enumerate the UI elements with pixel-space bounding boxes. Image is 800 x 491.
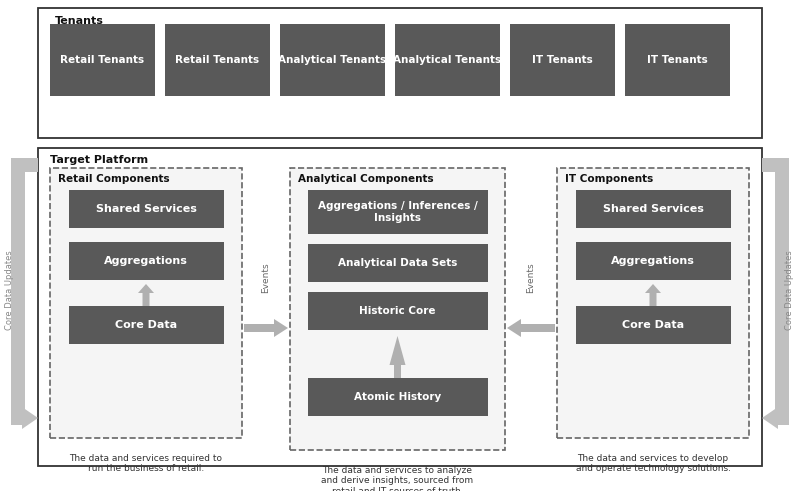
Text: Retail Components: Retail Components xyxy=(58,174,170,184)
Bar xyxy=(280,24,385,96)
Polygon shape xyxy=(762,407,789,429)
Text: The data and services to analyze
and derive insights, sourced from
retail and IT: The data and services to analyze and der… xyxy=(322,466,474,491)
Text: Core Data: Core Data xyxy=(622,320,684,330)
Bar xyxy=(11,158,25,425)
Polygon shape xyxy=(244,319,288,337)
Bar xyxy=(775,158,789,425)
Bar xyxy=(165,24,270,96)
Bar xyxy=(510,24,615,96)
Text: IT Components: IT Components xyxy=(565,174,654,184)
Bar xyxy=(50,24,155,96)
Text: Analytical Tenants: Analytical Tenants xyxy=(278,55,386,65)
Bar xyxy=(11,158,38,172)
Polygon shape xyxy=(11,407,38,429)
Bar xyxy=(38,8,762,138)
Text: Shared Services: Shared Services xyxy=(602,204,703,214)
Text: Aggregations: Aggregations xyxy=(104,256,188,266)
Text: Tenants: Tenants xyxy=(55,16,104,26)
Text: Retail Tenants: Retail Tenants xyxy=(61,55,145,65)
Bar xyxy=(625,24,730,96)
Bar xyxy=(395,24,500,96)
Polygon shape xyxy=(507,319,555,337)
Text: Aggregations / Inferences /
Insights: Aggregations / Inferences / Insights xyxy=(318,201,478,223)
Text: The data and services to develop
and operate technology solutions.: The data and services to develop and ope… xyxy=(575,454,730,473)
Bar xyxy=(762,158,789,172)
Polygon shape xyxy=(390,336,406,378)
Bar xyxy=(69,242,223,280)
Text: Events: Events xyxy=(262,263,270,293)
Text: Atomic History: Atomic History xyxy=(354,392,441,402)
Text: Core Data Updates: Core Data Updates xyxy=(6,250,14,330)
Text: Analytical Components: Analytical Components xyxy=(298,174,434,184)
Text: Shared Services: Shared Services xyxy=(95,204,197,214)
Bar xyxy=(38,148,762,466)
Bar xyxy=(290,168,505,450)
Text: Retail Tenants: Retail Tenants xyxy=(175,55,259,65)
Polygon shape xyxy=(138,284,154,306)
Text: Analytical Tenants: Analytical Tenants xyxy=(394,55,502,65)
Text: IT Tenants: IT Tenants xyxy=(532,55,593,65)
Text: Analytical Data Sets: Analytical Data Sets xyxy=(338,258,457,268)
Bar xyxy=(50,168,242,438)
Text: Historic Core: Historic Core xyxy=(359,306,436,316)
Bar xyxy=(307,190,487,234)
Text: Events: Events xyxy=(526,263,535,293)
Bar xyxy=(69,190,223,228)
Bar xyxy=(557,168,749,438)
Bar xyxy=(575,306,730,344)
Text: Target Platform: Target Platform xyxy=(50,155,148,165)
Bar xyxy=(575,242,730,280)
Text: Core Data Updates: Core Data Updates xyxy=(786,250,794,330)
Bar xyxy=(307,378,487,416)
Text: IT Tenants: IT Tenants xyxy=(647,55,708,65)
Bar xyxy=(307,292,487,330)
Polygon shape xyxy=(645,284,661,306)
Bar xyxy=(307,244,487,282)
Bar xyxy=(69,306,223,344)
Bar xyxy=(575,190,730,228)
Text: The data and services required to
run the business of retail.: The data and services required to run th… xyxy=(70,454,222,473)
Text: Core Data: Core Data xyxy=(115,320,177,330)
Text: Aggregations: Aggregations xyxy=(611,256,695,266)
